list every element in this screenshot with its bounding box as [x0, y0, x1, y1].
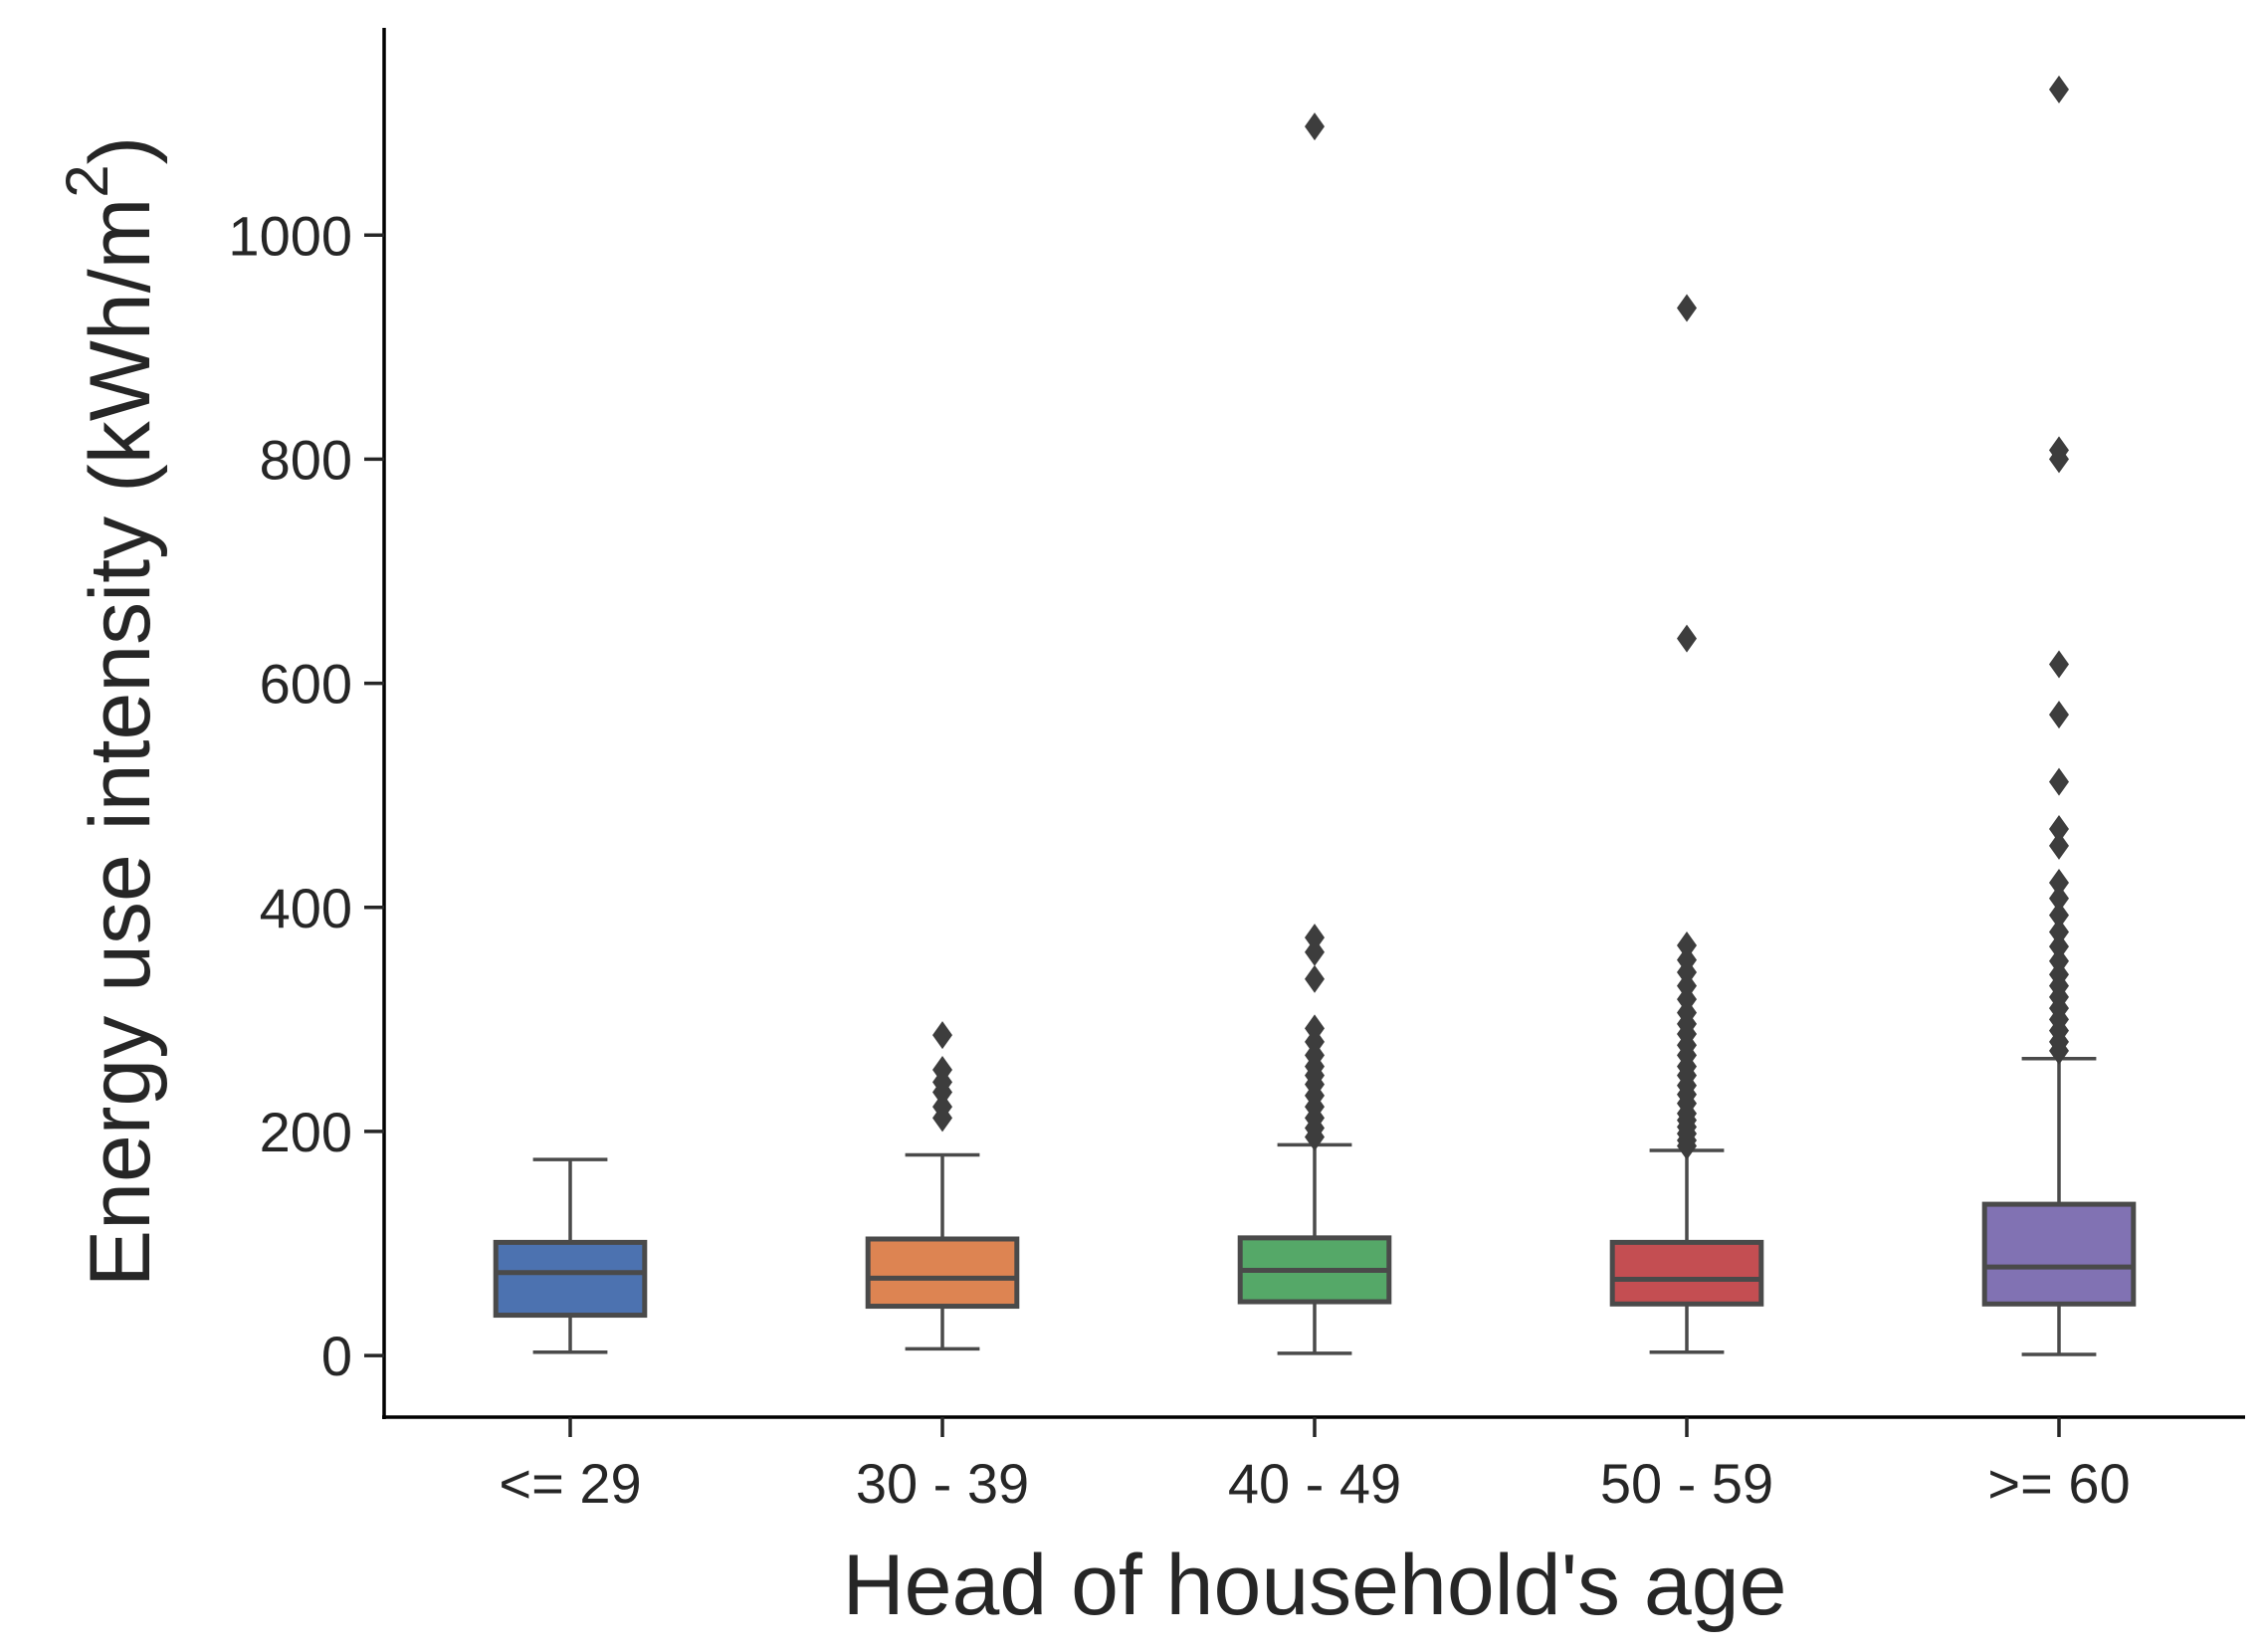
outlier-point	[2049, 901, 2069, 929]
iqr-box	[1609, 1239, 1764, 1307]
outlier-point	[932, 1021, 952, 1050]
outlier-point	[2049, 75, 2069, 103]
outlier-point	[2049, 932, 2069, 961]
outlier-point	[1305, 1014, 1325, 1043]
outlier-point	[1305, 964, 1325, 993]
y-tick-label: 400	[260, 877, 352, 939]
y-tick-label: 1000	[228, 204, 352, 267]
outlier-point	[1677, 624, 1697, 653]
outlier-point	[2049, 946, 2069, 975]
box-group-2	[865, 1021, 1020, 1351]
outlier-point	[1305, 112, 1325, 141]
box-group-4	[1609, 294, 1764, 1354]
outlier-point	[2049, 884, 2069, 913]
x-tick-label: <= 29	[499, 1452, 641, 1515]
x-axis-title: Head of household's age	[843, 1538, 1787, 1633]
y-tick-label: 0	[321, 1325, 352, 1387]
x-tick-label: 40 - 49	[1228, 1452, 1401, 1515]
x-tick-label: 50 - 59	[1600, 1452, 1773, 1515]
x-tick-label: 30 - 39	[856, 1452, 1029, 1515]
plot-area	[493, 75, 2137, 1356]
box-group-1	[493, 1157, 648, 1354]
iqr-box	[493, 1239, 648, 1319]
outlier-point	[2049, 701, 2069, 729]
outlier-point	[932, 1056, 952, 1084]
outlier-point	[1677, 945, 1697, 974]
y-tick-label: 800	[260, 428, 352, 491]
outlier-point	[1305, 924, 1325, 952]
box-group-3	[1237, 112, 1392, 1355]
outlier-point	[2049, 831, 2069, 860]
outlier-point	[2049, 918, 2069, 946]
box-group-5	[1981, 75, 2137, 1356]
y-axis-title-superscript: 2	[54, 164, 120, 197]
outlier-point	[932, 1093, 952, 1122]
y-tick-label: 600	[260, 653, 352, 716]
ticks: 0 200 400 600 800 1000 <= 29 30 - 39 40 - 49 50 -…	[228, 204, 2130, 1515]
outlier-point	[2049, 767, 2069, 796]
outlier-point	[2049, 814, 2069, 843]
outlier-point	[2049, 868, 2069, 897]
outlier-point	[1677, 931, 1697, 960]
y-axis-title: Energy use intensity (kWh/m2)	[54, 136, 168, 1288]
y-axis-title-close: )	[73, 136, 168, 165]
iqr-box	[1981, 1201, 2137, 1307]
outlier-point	[1305, 937, 1325, 966]
x-tick-label: >= 60	[1987, 1452, 2130, 1515]
outlier-point	[2049, 436, 2069, 465]
outlier-point	[1677, 294, 1697, 322]
y-axis-title-main: Energy use intensity (kWh/m	[73, 198, 168, 1287]
iqr-box	[865, 1236, 1020, 1310]
y-tick-label: 200	[260, 1101, 352, 1163]
outlier-point	[2049, 650, 2069, 679]
